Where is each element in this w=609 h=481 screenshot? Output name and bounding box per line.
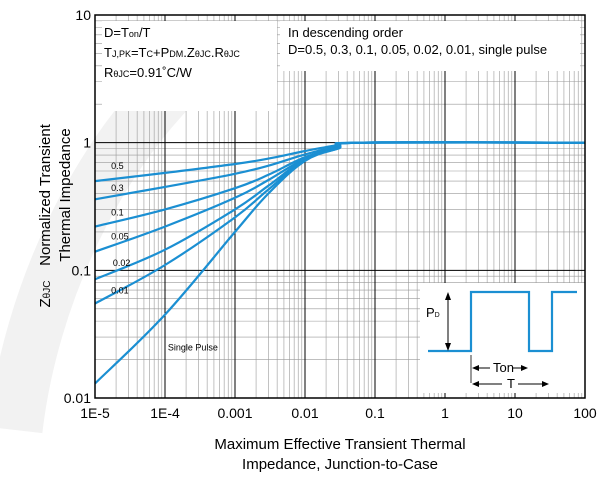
ton-arrow-head-left: [472, 365, 479, 371]
ton-arrow-head-right: [521, 365, 528, 371]
order-line: D=0.5, 0.3, 0.1, 0.05, 0.02, 0.01, singl…: [288, 42, 547, 57]
x-tick-label: 10: [507, 405, 523, 421]
ton-label: Ton: [493, 360, 514, 375]
formula-line: RθJC=0.91˚C/W: [104, 65, 193, 80]
order-line: In descending order: [288, 25, 404, 40]
curve-label: 0.1: [111, 207, 124, 217]
pd-arrow-head-down: [445, 343, 451, 351]
pd-label: PD: [426, 305, 440, 320]
curve-label: 0.05: [111, 231, 129, 241]
t-arrow-head-left: [472, 381, 479, 387]
y-tick-labels: 0.01 0.1 1 10: [64, 7, 91, 406]
t-label: T: [507, 376, 515, 391]
pulse-train: [428, 290, 577, 353]
x-tick-labels: 1E-5 1E-4 0.001 0.01 0.1 1 10 100: [80, 405, 597, 421]
y-tick-label: 0.01: [64, 390, 91, 406]
t-arrow-head-right: [542, 381, 549, 387]
y-tick-label: 10: [75, 7, 91, 23]
y-axis-label-line1: Normalized Transient: [37, 123, 54, 266]
curve-label: 0.01: [111, 285, 129, 295]
formula-box: D=Ton/T TJ,PK=TC+PDM.ZθJC.RθJC RθJC=0.91˚C…: [102, 21, 277, 111]
y-tick-label: 0.1: [72, 262, 92, 278]
x-tick-label: 1E-4: [150, 405, 180, 421]
formula-line: D=Ton/T: [104, 25, 151, 40]
x-tick-label: 1E-5: [80, 405, 110, 421]
curve-label: 0.3: [111, 183, 124, 193]
x-tick-label: 0.01: [291, 405, 318, 421]
x-axis-label-line: Impedance, Junction-to-Case: [242, 456, 438, 473]
curve-label: 0.5: [111, 161, 124, 171]
x-axis-label-line: Maximum Effective Transient Thermal: [214, 436, 465, 453]
formula-line: TJ,PK=TC+PDM.ZθJC.RθJC: [104, 45, 240, 60]
x-axis-label: Maximum Effective Transient Thermal Imped…: [214, 436, 465, 473]
pd-arrow-head-up: [445, 292, 451, 300]
x-tick-label: 100: [573, 405, 597, 421]
x-tick-label: 1: [441, 405, 449, 421]
order-box: In descending order D=0.5, 0.3, 0.1, 0.05…: [280, 21, 580, 71]
y-axis-label-line2: Thermal Impedance: [57, 128, 74, 261]
curve-labels: 0.5 0.3 0.1 0.05 0.02 0.01 Single Pulse: [111, 161, 218, 352]
curve-label: Single Pulse: [168, 343, 218, 353]
y-tick-label: 1: [83, 135, 91, 151]
curve-label: 0.02: [113, 258, 131, 268]
y-axis-label-prefix: ZθJC: [37, 281, 54, 308]
x-tick-label: 0.001: [217, 405, 252, 421]
x-tick-label: 0.1: [365, 405, 385, 421]
series-line-single-pulse: [94, 141, 586, 385]
y-axis-label: Normalized Transient Thermal Impedance ZθJ…: [37, 123, 74, 307]
curves: [94, 141, 586, 385]
plot-frame: [94, 14, 586, 399]
